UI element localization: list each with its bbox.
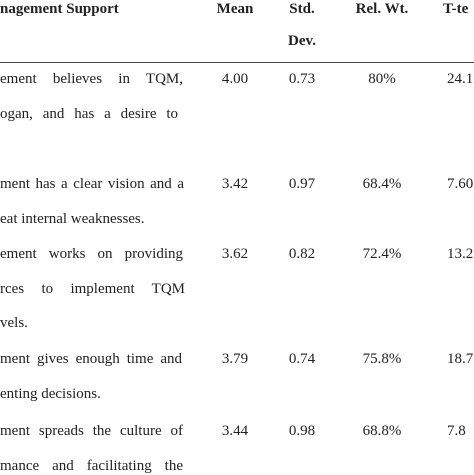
- cell-std: 0.73: [288, 71, 316, 87]
- statement-line: vels.: [0, 315, 28, 331]
- cell-t: 7.8: [447, 423, 466, 439]
- statement-line: eat internal weaknesses.: [0, 210, 145, 227]
- cell-std: 0.97: [288, 176, 316, 192]
- cell-mean: 3.79: [221, 351, 249, 367]
- cell-std: 0.74: [288, 351, 316, 367]
- statement-line: ement believes in TQM,: [0, 71, 183, 87]
- statement-line: ment gives enough time and: [0, 351, 182, 367]
- cell-rel: 68.4%: [362, 176, 402, 192]
- header-cell: nagement Support: [0, 1, 119, 17]
- header-cell: Mean: [216, 1, 254, 17]
- statement-line: ogan, and has a desire to: [0, 105, 178, 122]
- header-rule: [0, 62, 474, 63]
- statement-line: mance and facilitating the: [0, 457, 183, 474]
- cell-t: 13.2: [447, 246, 474, 262]
- cell-mean: 3.62: [221, 246, 249, 262]
- cell-rel: 80%: [368, 71, 396, 87]
- header-cell: Rel. Wt.: [355, 1, 409, 17]
- statement-line: rces to implement TQM: [0, 280, 185, 297]
- header-cell: T-te: [443, 1, 469, 17]
- cell-mean: 3.44: [221, 423, 249, 439]
- cell-std: 0.98: [288, 423, 316, 439]
- statement-line: ement works on providing: [0, 246, 183, 262]
- cell-rel: 72.4%: [362, 246, 402, 262]
- cell-rel: 68.8%: [362, 423, 402, 439]
- cell-t: 18.7: [447, 351, 474, 367]
- statement-line: ment has a clear vision and a: [0, 176, 184, 192]
- cell-t: 7.60: [447, 176, 474, 192]
- cell-mean: 3.42: [221, 176, 249, 192]
- header-cell: Std.: [289, 1, 315, 17]
- cell-mean: 4.00: [221, 71, 249, 87]
- cell-std: 0.82: [288, 246, 316, 262]
- statement-line: ment spreads the culture of: [0, 423, 183, 439]
- cell-rel: 75.8%: [362, 351, 402, 367]
- cell-t: 24.1: [447, 71, 474, 87]
- statement-line: enting decisions.: [0, 385, 101, 402]
- header-cell: Dev.: [288, 33, 316, 49]
